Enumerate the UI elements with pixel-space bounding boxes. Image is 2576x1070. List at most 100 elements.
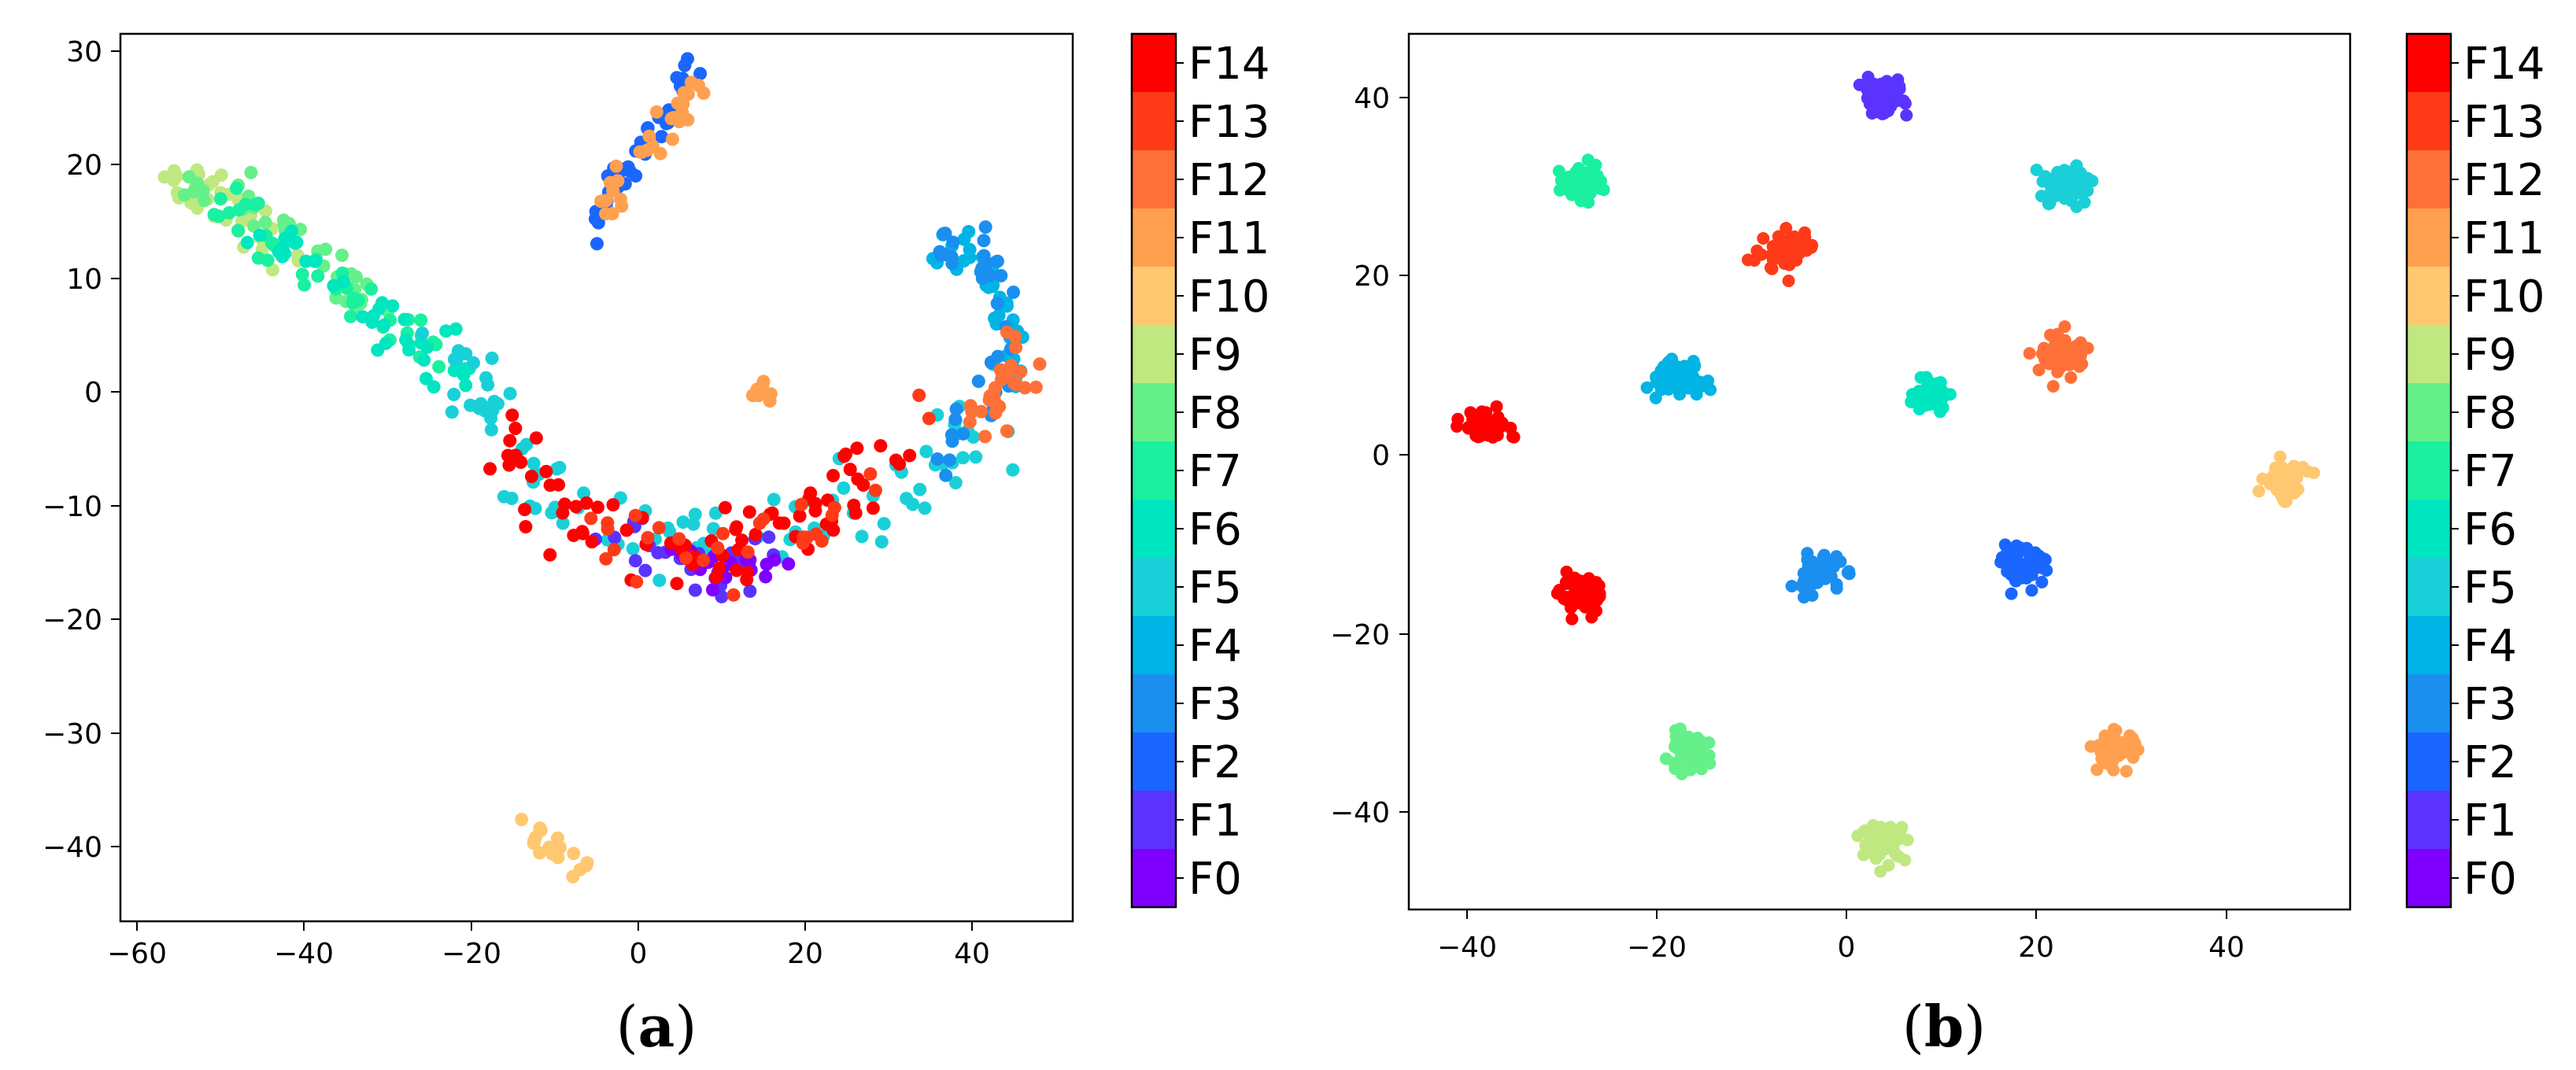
scatter-point-f10	[2274, 450, 2287, 463]
y-tick-label: −20	[43, 604, 102, 636]
scatter-point-f6	[439, 324, 453, 338]
colorbar-label-f5: F5	[1188, 563, 1242, 614]
scatter-point-f13	[1782, 275, 1795, 287]
scatter-point-f11	[2090, 763, 2104, 777]
scatter-point-f4	[1682, 382, 1695, 395]
scatter-point-f13	[863, 467, 878, 481]
scatter-point-f7	[1564, 177, 1577, 190]
scatter-point-f12	[1033, 357, 1047, 371]
scatter-point-f14	[514, 456, 528, 469]
colorbar-label-f13: F13	[1188, 97, 1270, 148]
panel-a: −60 −40 −20 0 20 40 30 20 10 0 −10 −20 −…	[43, 32, 1270, 1060]
scatter-point-f7	[261, 253, 275, 268]
scatter-point-f5	[966, 430, 981, 444]
scatter-point-f12	[963, 415, 977, 429]
scatter-point-f14	[501, 448, 515, 463]
scatter-point-f11	[594, 194, 608, 208]
colorbar-segment-f1	[1132, 791, 1176, 850]
x-tick-label: −40	[1437, 932, 1497, 964]
scatter-point-f6	[377, 318, 391, 332]
scatter-point-f3	[977, 234, 991, 248]
scatter-point-f12	[2048, 340, 2061, 352]
scatter-point-f11	[649, 105, 663, 119]
colorbar-segments-a	[1132, 34, 1176, 908]
scatter-point-f3	[1798, 591, 1810, 604]
scatter-point-f3	[946, 235, 960, 249]
scatter-point-f6	[397, 312, 412, 327]
scatter-point-f1	[688, 583, 702, 597]
scatter-point-f11	[613, 192, 627, 206]
scatter-point-f2	[655, 130, 668, 144]
scatter-point-f14	[529, 431, 543, 445]
scatter-point-f5	[486, 397, 500, 411]
scatter-point-f10	[2287, 459, 2301, 473]
scatter-point-f1	[1889, 91, 1902, 105]
colorbar-segment-f3	[2407, 674, 2451, 733]
scatter-point-f14	[1565, 612, 1579, 625]
scatter-point-f11	[676, 97, 690, 111]
scatter-point-f7	[231, 223, 245, 238]
scatter-point-f5	[948, 476, 963, 489]
scatter-point-f5	[663, 525, 677, 539]
scatter-point-f2	[2020, 541, 2034, 555]
scatter-point-f13	[756, 512, 771, 526]
scatter-point-f11	[763, 394, 777, 408]
colorbar-label-f4: F4	[2463, 621, 2517, 672]
colorbar-segment-f0	[1132, 849, 1176, 908]
scatter-point-f3	[1808, 566, 1821, 578]
scatter-point-f5	[484, 422, 498, 437]
colorbar-label-f10: F10	[1188, 271, 1270, 323]
colorbar-segment-f12	[1132, 150, 1176, 209]
colorbar-segment-f13	[1132, 92, 1176, 151]
scatter-point-f2	[2038, 552, 2050, 566]
scatter-point-f7	[230, 181, 243, 195]
scatter-point-f14	[893, 457, 907, 471]
scatter-point-f7	[212, 209, 226, 223]
scatter-point-f14	[1490, 400, 1503, 413]
scatter-point-f12	[2064, 371, 2078, 384]
scatter-point-f13	[922, 411, 936, 426]
scatter-point-f9	[157, 170, 172, 184]
scatter-point-f0	[706, 583, 719, 597]
scatter-point-f14	[558, 497, 571, 511]
scatter-point-f14	[729, 522, 743, 537]
y-tick-label: 20	[1354, 260, 1390, 293]
scatter-point-f8	[1676, 763, 1688, 777]
scatter-point-f1	[638, 563, 652, 577]
scatter-point-f5	[1006, 463, 1020, 477]
colorbar-label-f0: F0	[2463, 854, 2517, 905]
scatter-point-f5	[467, 356, 480, 370]
scatter-point-f14	[579, 496, 593, 510]
scatter-point-f4	[1000, 296, 1014, 310]
scatter-point-f5	[913, 482, 927, 496]
scatter-point-f3	[939, 468, 953, 482]
scatter-point-f14	[826, 469, 841, 482]
scatter-point-f13	[1764, 261, 1777, 275]
scatter-point-f5	[416, 327, 429, 341]
scatter-point-f13	[825, 508, 839, 522]
colorbar-labels-b: F14 F13 F12 F11 F10 F9 F8 F7 F6 F5 F4 F3 F2 F1 F0	[2451, 39, 2545, 905]
scatter-point-f6	[253, 228, 267, 242]
scatter-point-f14	[1560, 565, 1573, 578]
scatter-point-f3	[978, 220, 992, 234]
colorbar-label-f7: F7	[2463, 446, 2517, 497]
colorbar-segment-f10	[2407, 267, 2451, 326]
scatter-point-f13	[796, 530, 811, 544]
scatter-point-f14	[1573, 574, 1587, 588]
colorbar-label-f8: F8	[1188, 388, 1242, 439]
colorbar-label-f1: F1	[1188, 795, 1242, 847]
y-tick-label: 10	[66, 264, 102, 296]
scatter-point-f9	[170, 169, 184, 183]
scatter-point-f10	[2256, 472, 2269, 485]
scatter-point-f12	[963, 399, 978, 413]
scatter-point-f6	[417, 353, 431, 367]
scatter-point-f13	[868, 483, 882, 497]
scatter-point-f13	[726, 588, 741, 602]
scatter-point-f13	[652, 521, 666, 535]
scatter-point-f5	[549, 462, 564, 476]
scatter-point-f7	[213, 192, 227, 206]
scatter-point-f5	[484, 411, 498, 426]
scatter-point-f8	[1682, 740, 1695, 753]
colorbar-label-f14: F14	[2463, 39, 2545, 90]
scatter-point-f2	[629, 169, 643, 183]
